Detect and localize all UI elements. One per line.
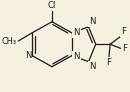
Text: F: F	[122, 44, 127, 53]
Text: N: N	[73, 52, 80, 61]
Text: F: F	[106, 58, 111, 67]
Text: Cl: Cl	[48, 1, 56, 10]
Text: CH₃: CH₃	[2, 37, 17, 46]
Text: N: N	[25, 51, 31, 60]
Text: F: F	[121, 27, 126, 36]
Text: N: N	[73, 28, 80, 37]
Text: N: N	[89, 17, 96, 26]
Text: N: N	[89, 62, 96, 71]
